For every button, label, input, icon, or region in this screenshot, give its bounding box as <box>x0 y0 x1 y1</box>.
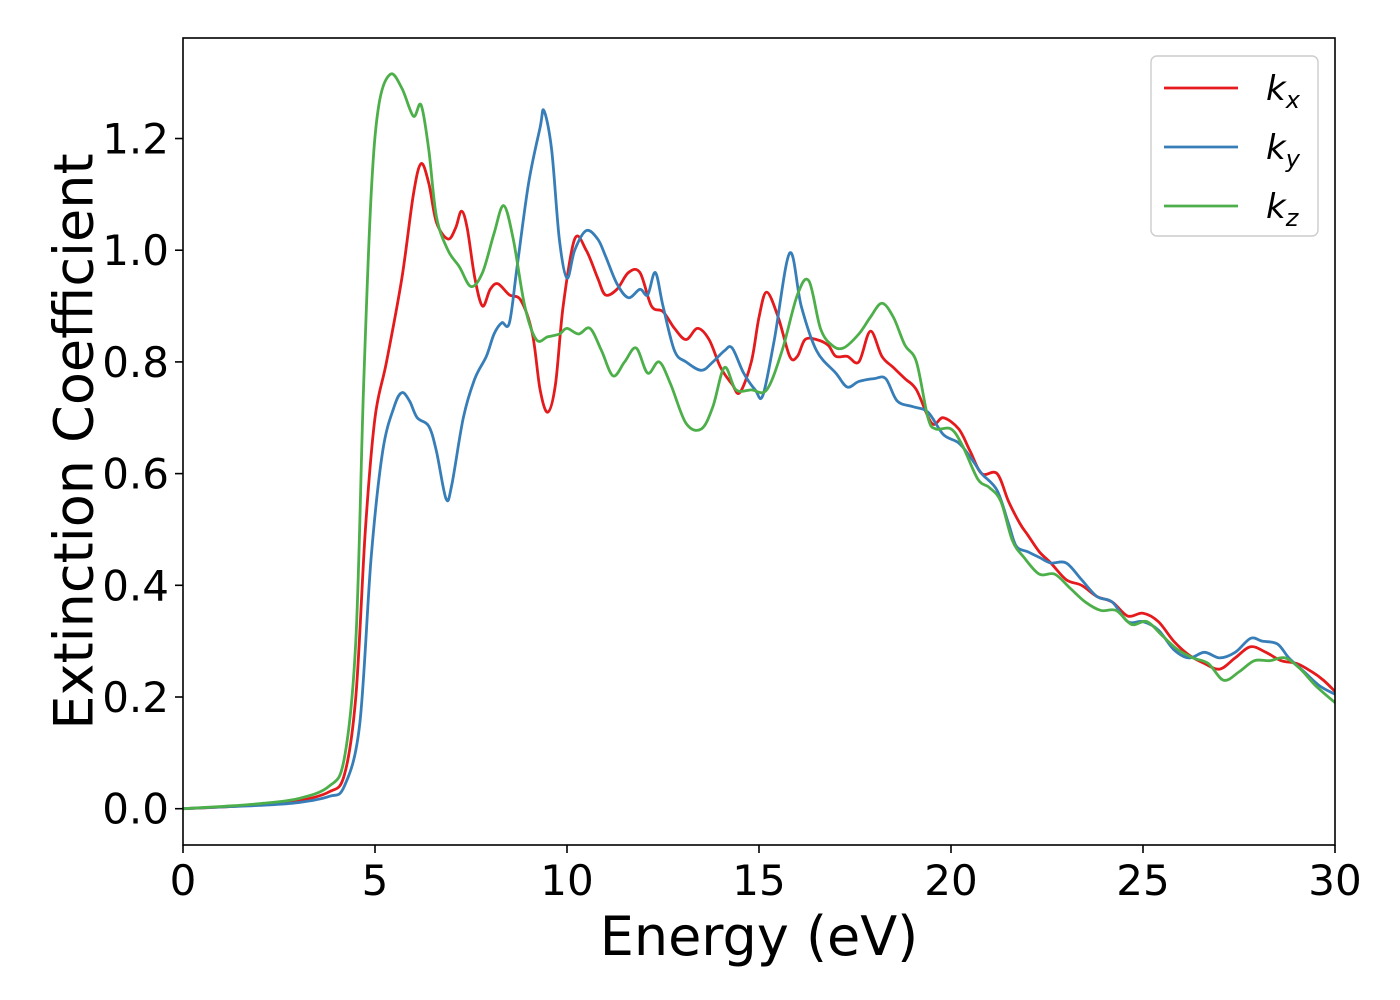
series-line-z <box>183 72 1335 811</box>
x-tick-label: 25 <box>1116 856 1169 905</box>
series-line-y <box>183 108 1335 811</box>
x-tick-label: 30 <box>1308 856 1361 905</box>
y-tick-label: 0.8 <box>102 338 169 387</box>
y-axis-title: Extinction Coefficient <box>43 153 106 729</box>
y-tick-label: 0.6 <box>102 450 169 499</box>
ticks-layer: 0 5 10 15 20 25 30 0.0 0.2 0.4 0.6 0.8 1.0 1.2 <box>102 115 1362 905</box>
legend-label-y: ky <box>1266 128 1301 173</box>
legend-label-x: kx <box>1266 69 1301 114</box>
y-tick-label: 0.0 <box>102 785 169 834</box>
series-layer <box>183 72 1335 811</box>
x-axis-title: Energy (eV) <box>600 905 919 968</box>
y-tick-label: 1.2 <box>102 115 169 164</box>
y-tick-label: 0.4 <box>102 561 169 610</box>
y-tick-label: 1.0 <box>102 226 169 275</box>
legend-label-z: kz <box>1266 187 1300 232</box>
x-tick-label: 0 <box>170 856 197 905</box>
x-tick-label: 20 <box>924 856 977 905</box>
x-tick-label: 10 <box>540 856 593 905</box>
x-tick-label: 15 <box>732 856 785 905</box>
x-tick-label: 5 <box>362 856 389 905</box>
y-tick-label: 0.2 <box>102 673 169 722</box>
legend: kx ky kz <box>1150 55 1319 237</box>
series-line-x <box>183 162 1335 811</box>
